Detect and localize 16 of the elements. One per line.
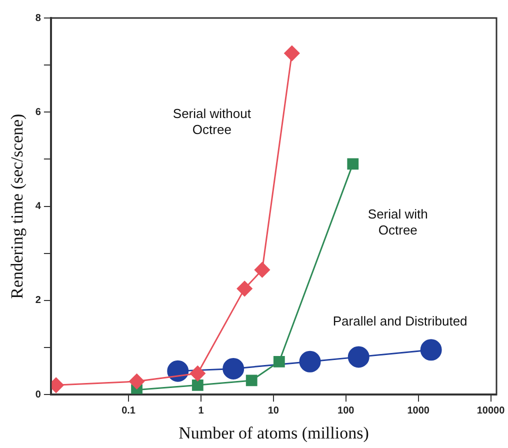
x-tick-label: 1000 (407, 405, 430, 416)
x-tick-label: 10000 (476, 405, 506, 416)
y-tick-label: 0 (35, 389, 42, 400)
x-axis-title: Number of atoms (millions) (178, 423, 369, 442)
y-axis-title: Rendering time (sec/scene) (8, 114, 27, 299)
text: Serial without Octree (172, 106, 252, 137)
y-tick-label: 6 (35, 106, 42, 118)
y-tick-label: 4 (35, 201, 42, 212)
x-tick-label: 100 (338, 405, 355, 416)
x-tick-label: 10 (268, 405, 280, 416)
x-tick-label: 1 (198, 405, 204, 416)
y-tick-label: 8 (35, 12, 42, 24)
x-tick-label: 0.1 (122, 405, 136, 416)
text: Parallel and Distributed (332, 313, 468, 328)
text: Serial with Octree (368, 206, 428, 238)
y-tick-label: 2 (35, 295, 42, 306)
